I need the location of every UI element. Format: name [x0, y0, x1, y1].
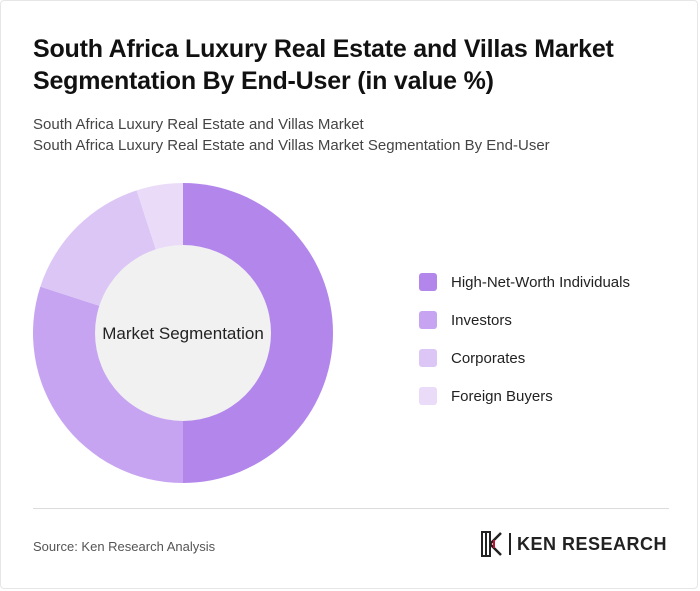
footer-divider	[33, 508, 669, 509]
legend-item: Foreign Buyers	[419, 377, 630, 415]
legend-swatch	[419, 311, 437, 329]
brand-logo: KEN RESEARCH	[480, 531, 667, 557]
donut-hole	[95, 245, 271, 421]
donut-chart: Market Segmentation	[32, 183, 333, 483]
chart-subtitle: South Africa Luxury Real Estate and Vill…	[33, 114, 673, 156]
chart-title: South Africa Luxury Real Estate and Vill…	[33, 35, 614, 95]
legend-item: High-Net-Worth Individuals	[419, 263, 630, 301]
chart-legend: High-Net-Worth Individuals Investors Corpo…	[419, 263, 630, 415]
legend-item: Corporates	[419, 339, 630, 377]
legend-item: Investors	[419, 301, 630, 339]
legend-label: High-Net-Worth Individuals	[451, 273, 630, 291]
ken-research-logo-icon	[480, 531, 502, 557]
subtitle-line-2: South Africa Luxury Real Estate and Vill…	[33, 137, 550, 154]
legend-swatch	[419, 387, 437, 405]
legend-label: Foreign Buyers	[451, 387, 553, 405]
legend-swatch	[419, 273, 437, 291]
subtitle-line-1: South Africa Luxury Real Estate and Vill…	[33, 116, 364, 133]
brand-separator	[508, 533, 511, 555]
legend-swatch	[419, 349, 437, 367]
legend-label: Investors	[451, 311, 512, 329]
brand-name: KEN RESEARCH	[516, 533, 667, 554]
legend-label: Corporates	[451, 349, 526, 367]
source-note: Source: Ken Research Analysis	[33, 539, 216, 554]
center-label: Market Segmentation	[102, 324, 264, 343]
